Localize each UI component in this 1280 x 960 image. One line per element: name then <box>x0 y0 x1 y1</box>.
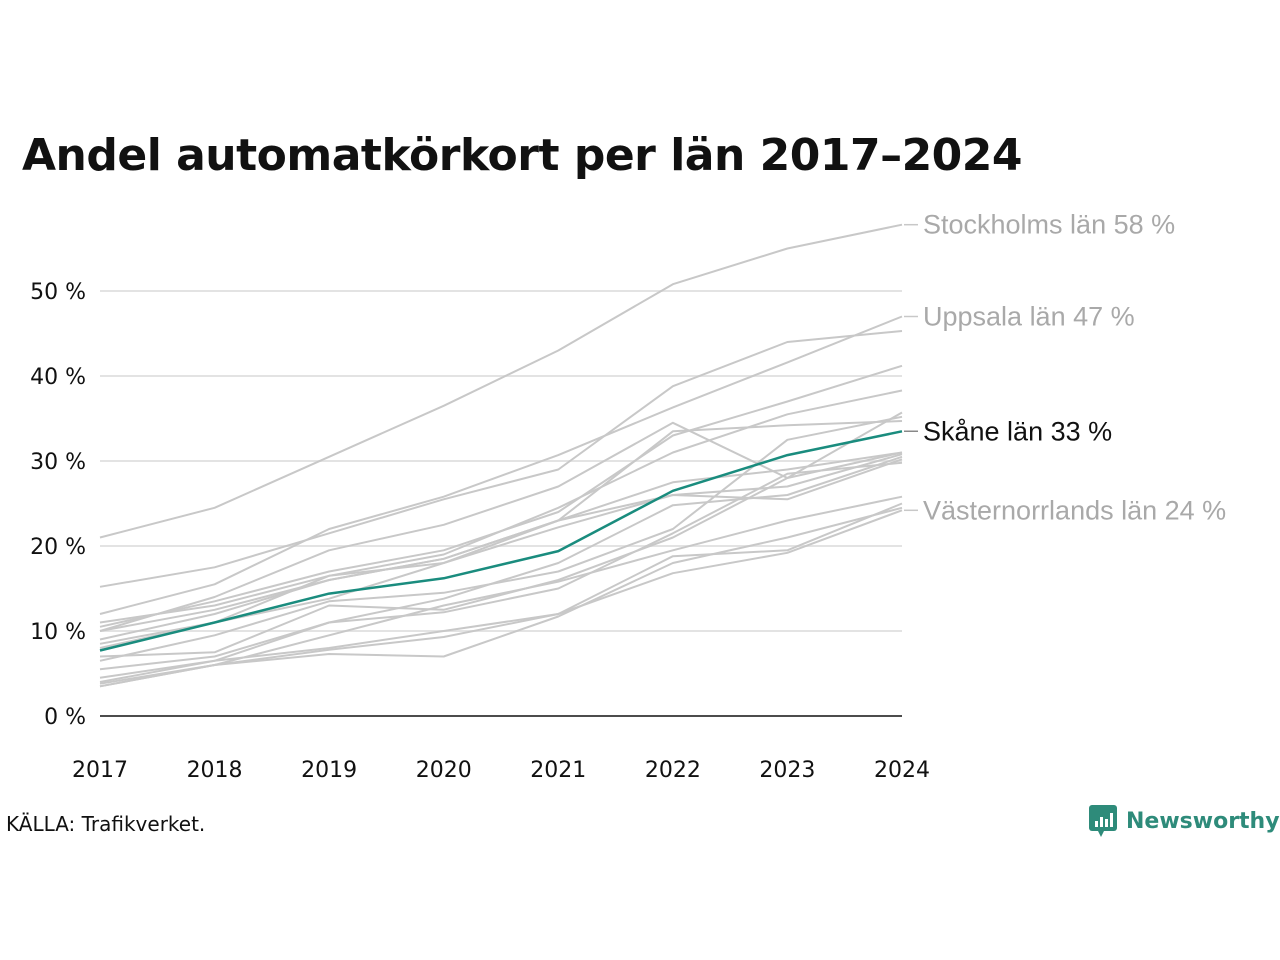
x-tick-labels: 2017 2018 2019 2020 2021 2022 2023 2024 <box>72 758 930 783</box>
y-tick-labels: 0 % 10 % 20 % 30 % 40 % 50 % <box>30 280 86 730</box>
series-end-labels: Stockholms län 58 % Uppsala län 47 % Skåne… <box>904 210 1226 525</box>
series-line-highlight <box>99 430 903 652</box>
series-line <box>99 495 903 685</box>
series-line <box>99 411 903 632</box>
y-tick-label: 10 % <box>30 620 86 645</box>
source-note: KÄLLA: Trafikverket. <box>6 812 206 836</box>
series-line <box>99 330 903 588</box>
y-tick-label: 0 % <box>44 705 86 730</box>
series-end-label: Uppsala län 47 % <box>923 302 1135 332</box>
chart-title: Andel automatkörkort per län 2017–2024 <box>22 130 1023 181</box>
x-tick-label: 2018 <box>187 758 243 783</box>
series-line <box>99 506 903 688</box>
y-tick-label: 30 % <box>30 450 86 475</box>
series-line <box>99 455 903 683</box>
x-tick-label: 2020 <box>416 758 472 783</box>
series-lines <box>99 223 903 688</box>
series-line <box>99 223 903 539</box>
series-end-label: Skåne län 33 % <box>923 416 1112 446</box>
series-line <box>99 502 903 679</box>
series-line <box>99 315 903 615</box>
brand-logo: Newsworthy <box>1088 804 1280 838</box>
series-end-label: Västernorrlands län 24 % <box>923 495 1226 525</box>
series-end-label: Stockholms län 58 % <box>923 210 1175 240</box>
x-tick-label: 2019 <box>301 758 357 783</box>
newsworthy-logo-icon <box>1089 805 1117 837</box>
x-tick-label: 2023 <box>759 758 815 783</box>
series-line <box>99 451 903 658</box>
x-tick-label: 2021 <box>530 758 586 783</box>
series-line <box>99 415 903 662</box>
y-tick-label: 20 % <box>30 535 86 560</box>
y-tick-label: 40 % <box>30 365 86 390</box>
series-line <box>99 389 903 624</box>
series-line <box>99 461 903 671</box>
brand-name: Newsworthy <box>1126 808 1280 834</box>
x-tick-label: 2022 <box>645 758 701 783</box>
x-tick-label: 2024 <box>874 758 930 783</box>
series-line <box>99 451 903 632</box>
y-tick-label: 50 % <box>30 280 86 305</box>
x-tick-label: 2017 <box>72 758 128 783</box>
